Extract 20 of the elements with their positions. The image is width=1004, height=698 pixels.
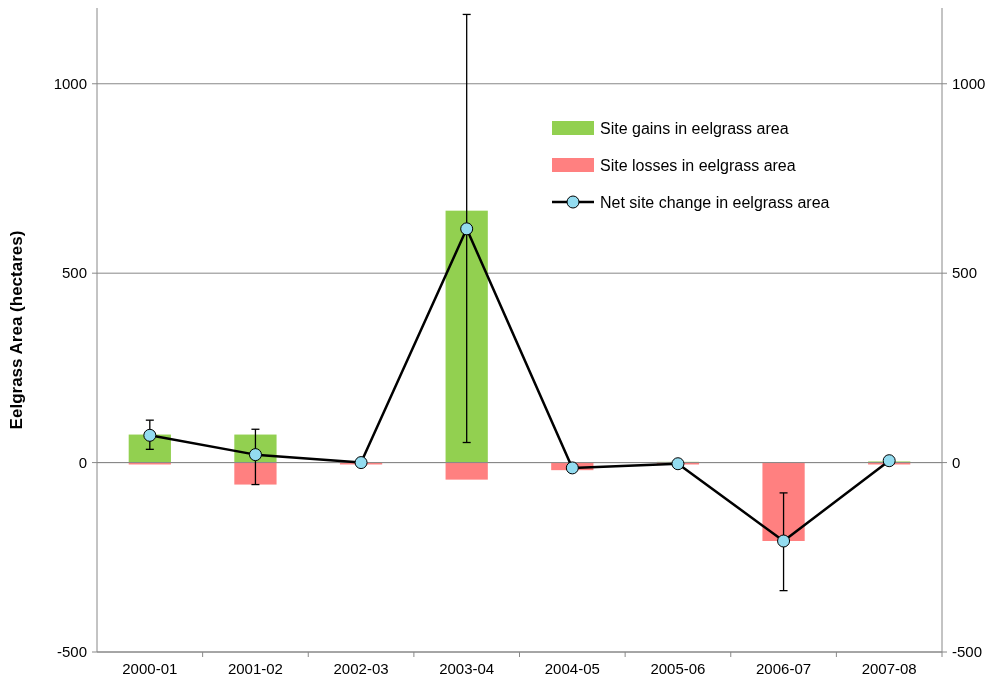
x-tick-label: 2001-02 xyxy=(227,660,283,677)
x-tick-label: 2003-04 xyxy=(439,660,495,677)
x-tick-label: 2007-08 xyxy=(861,660,917,677)
x-tick-label: 2005-06 xyxy=(650,660,706,677)
x-tick-label: 2006-07 xyxy=(756,660,812,677)
x-tick-label: 2000-01 xyxy=(122,660,178,677)
y-axis-title: Eelgrass Area (hectares) xyxy=(7,230,26,430)
y2-tick-label: -500 xyxy=(952,643,983,661)
x-tick-label: 2004-05 xyxy=(544,660,600,677)
y2-tick-label: 1000 xyxy=(952,75,986,93)
y-tick-label: 500 xyxy=(61,264,87,282)
legend-label: Net site change in eelgrass area xyxy=(600,193,830,211)
y2-tick-label: 500 xyxy=(952,264,978,282)
x-tick-label: 2002-03 xyxy=(333,660,389,677)
legend-label: Site losses in eelgrass area xyxy=(600,156,796,174)
y-tick-label: -500 xyxy=(56,643,87,661)
y2-tick-label: 0 xyxy=(952,453,961,471)
y-tick-label: 1000 xyxy=(53,75,87,93)
y-tick-label: 0 xyxy=(78,453,87,471)
legend-label: Site gains in eelgrass area xyxy=(600,119,789,137)
